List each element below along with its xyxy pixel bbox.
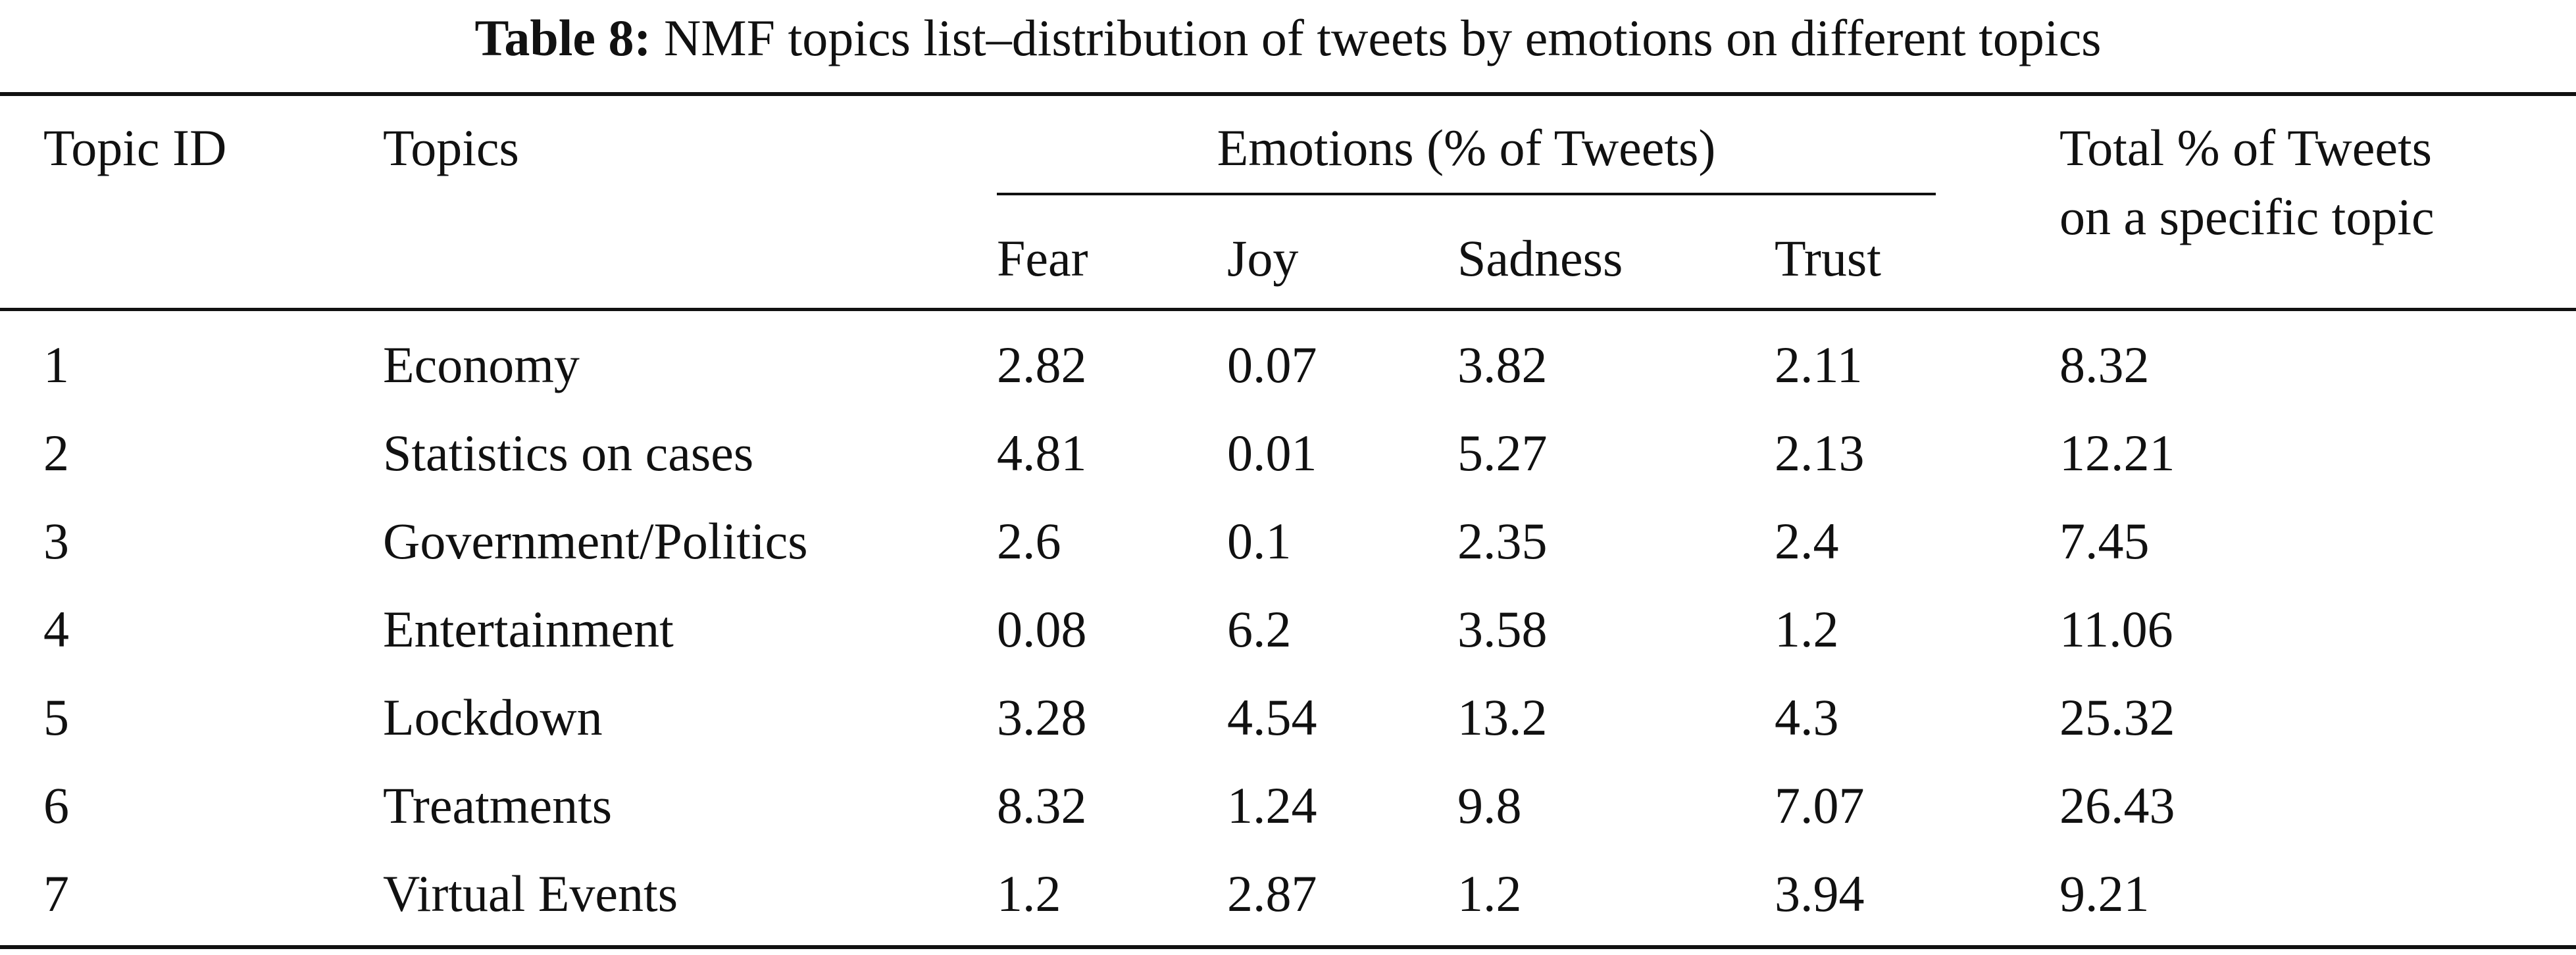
cell-topic-id: 5	[43, 689, 69, 746]
cell-sadness: 5.27	[1457, 424, 1548, 481]
cell-sadness: 1.2	[1457, 865, 1522, 922]
cell-joy: 2.87	[1227, 865, 1317, 922]
cell-topic: Economy	[383, 336, 580, 393]
cell-trust: 1.2	[1775, 600, 1839, 658]
header-total-line1: Total % of Tweets	[2059, 119, 2432, 176]
header-total-line2: on a specific topic	[2059, 188, 2435, 245]
cell-sadness: 3.82	[1457, 336, 1548, 393]
table-caption-text: NMF topics list–distribution of tweets b…	[663, 9, 2102, 66]
cell-fear: 3.28	[997, 689, 1087, 746]
cell-sadness: 13.2	[1457, 689, 1548, 746]
cell-total: 9.21	[2059, 865, 2150, 922]
cell-total: 7.45	[2059, 512, 2150, 570]
cell-sadness: 9.8	[1457, 777, 1522, 834]
header-fear: Fear	[997, 230, 1088, 287]
header-emotions-group: Emotions (% of Tweets)	[1217, 119, 1716, 176]
cell-topic-id: 1	[43, 336, 69, 393]
table-row: 7 Virtual Events 1.2 2.87 1.2 3.94 9.21	[0, 861, 2576, 949]
table-row: 2 Statistics on cases 4.81 0.01 5.27 2.1…	[0, 420, 2576, 508]
header-topics: Topics	[383, 119, 519, 176]
cell-joy: 1.24	[1227, 777, 1317, 834]
cell-sadness: 2.35	[1457, 512, 1548, 570]
cell-topic-id: 7	[43, 865, 69, 922]
cell-topic-id: 3	[43, 512, 69, 570]
cell-total: 12.21	[2059, 424, 2175, 481]
emotions-group-rule	[997, 193, 1936, 195]
cell-joy: 0.07	[1227, 336, 1317, 393]
cell-topic-id: 6	[43, 777, 69, 834]
cell-trust: 7.07	[1775, 777, 1865, 834]
cell-fear: 0.08	[997, 600, 1087, 658]
header-sadness: Sadness	[1457, 230, 1623, 287]
table-caption-label: Table 8:	[474, 9, 651, 66]
cell-fear: 1.2	[997, 865, 1061, 922]
table-row: 1 Economy 2.82 0.07 3.82 2.11 8.32	[0, 332, 2576, 420]
cell-trust: 2.11	[1775, 336, 1863, 393]
cell-total: 8.32	[2059, 336, 2150, 393]
cell-joy: 0.1	[1227, 512, 1292, 570]
cell-joy: 4.54	[1227, 689, 1317, 746]
header-joy: Joy	[1227, 230, 1299, 287]
header-topic-id: Topic ID	[43, 119, 227, 176]
cell-topic-id: 4	[43, 600, 69, 658]
table-row: 5 Lockdown 3.28 4.54 13.2 4.3 25.32	[0, 685, 2576, 773]
header-trust: Trust	[1775, 230, 1881, 287]
cell-trust: 2.13	[1775, 424, 1865, 481]
cell-fear: 2.6	[997, 512, 1061, 570]
cell-sadness: 3.58	[1457, 600, 1548, 658]
cell-topic-id: 2	[43, 424, 69, 481]
cell-topic: Entertainment	[383, 600, 674, 658]
cell-joy: 6.2	[1227, 600, 1292, 658]
table-caption: Table 8: NMF topics list–distribution of…	[0, 5, 2576, 71]
cell-fear: 4.81	[997, 424, 1087, 481]
cell-topic: Treatments	[383, 777, 613, 834]
cell-total: 25.32	[2059, 689, 2175, 746]
cell-topic: Virtual Events	[383, 865, 678, 922]
cell-topic: Statistics on cases	[383, 424, 754, 481]
cell-total: 26.43	[2059, 777, 2175, 834]
header-rule	[0, 308, 2576, 311]
cell-trust: 2.4	[1775, 512, 1839, 570]
top-rule	[0, 92, 2576, 96]
cell-topic: Lockdown	[383, 689, 603, 746]
cell-trust: 3.94	[1775, 865, 1865, 922]
cell-topic: Government/Politics	[383, 512, 808, 570]
bottom-rule	[0, 945, 2576, 949]
cell-joy: 0.01	[1227, 424, 1317, 481]
table-row: 6 Treatments 8.32 1.24 9.8 7.07 26.43	[0, 773, 2576, 861]
cell-total: 11.06	[2059, 600, 2173, 658]
cell-fear: 8.32	[997, 777, 1087, 834]
table-row: 3 Government/Politics 2.6 0.1 2.35 2.4 7…	[0, 508, 2576, 597]
cell-trust: 4.3	[1775, 689, 1839, 746]
table-row: 4 Entertainment 0.08 6.2 3.58 1.2 11.06	[0, 597, 2576, 685]
cell-fear: 2.82	[997, 336, 1087, 393]
